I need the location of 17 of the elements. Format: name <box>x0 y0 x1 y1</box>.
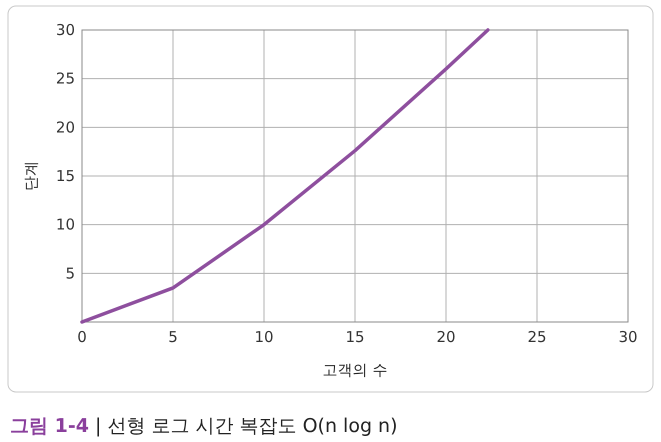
x-tick-label: 20 <box>436 328 456 346</box>
y-axis-title: 단계 <box>22 161 40 191</box>
y-tick-label: 20 <box>56 118 75 136</box>
y-tick-label: 25 <box>56 70 75 88</box>
x-tick-label: 15 <box>345 328 365 346</box>
line-series <box>80 28 490 324</box>
y-tick-label: 15 <box>56 167 75 185</box>
x-tick-label: 10 <box>254 328 274 346</box>
x-tick-label: 0 <box>77 328 87 346</box>
x-axis-title: 고객의 수 <box>322 361 388 379</box>
x-tick-label: 30 <box>618 328 638 346</box>
text: 그림 1-4 | 선형 로그 시간 복잡도 O(n log n) <box>10 415 398 437</box>
x-tick-label: 25 <box>527 328 547 346</box>
y-tick-label: 10 <box>56 216 75 234</box>
x-tick-label: 5 <box>168 328 178 346</box>
y-tick-label: 5 <box>65 264 75 282</box>
y-tick-label: 30 <box>56 21 75 39</box>
